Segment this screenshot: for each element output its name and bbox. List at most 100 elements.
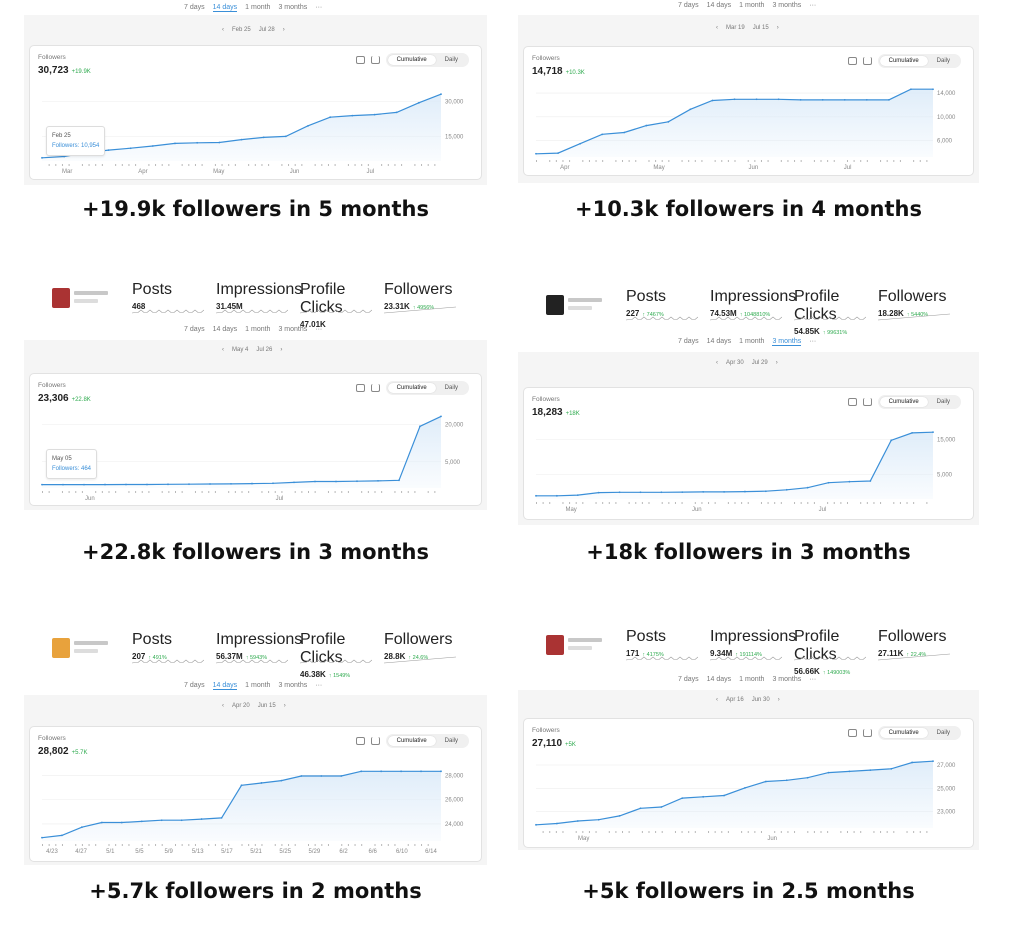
stat-impressions[interactable]: Impressions 56.37M ↑ 5943%: [216, 631, 302, 667]
stat-followers[interactable]: Followers 28.8K ↑ 24.6%: [384, 631, 462, 667]
range-end: Jun 30: [751, 697, 770, 703]
prev-range-button[interactable]: ‹: [716, 360, 718, 366]
daily-toggle[interactable]: Daily: [444, 385, 458, 391]
series-line: [536, 431, 934, 497]
range-tab[interactable]: 3 months: [772, 676, 802, 683]
daily-toggle[interactable]: Daily: [936, 730, 950, 736]
followers-card: Followers 27,110 +5K Cumulative Daily 27,000 2…: [523, 718, 974, 848]
download-icon[interactable]: [862, 398, 872, 406]
range-tab[interactable]: 7 days: [184, 4, 205, 11]
camera-icon[interactable]: [847, 729, 857, 737]
stat-posts[interactable]: Posts 227 ↑ 7467%: [626, 288, 704, 324]
camera-icon[interactable]: [847, 57, 857, 65]
range-tab[interactable]: 1 month: [245, 682, 271, 689]
download-icon[interactable]: [370, 384, 380, 392]
daily-toggle[interactable]: Daily: [936, 399, 950, 405]
range-tab[interactable]: ···: [809, 676, 817, 683]
stat-profile-clicks[interactable]: Profile Clicks 47.01K: [300, 281, 378, 329]
daily-toggle[interactable]: Daily: [936, 58, 950, 64]
stat-impressions[interactable]: Impressions 74.53M ↑ 1048810%: [710, 288, 796, 324]
camera-icon[interactable]: [355, 737, 365, 745]
daily-toggle[interactable]: Daily: [444, 738, 458, 744]
range-tab[interactable]: 1 month: [739, 338, 765, 345]
prev-range-button[interactable]: ‹: [716, 25, 718, 31]
data-point: [380, 770, 383, 773]
stat-followers[interactable]: Followers 18.28K ↑ 5440%: [878, 288, 956, 324]
stat-profile-clicks[interactable]: Profile Clicks 54.85K ↑ 99631%: [794, 288, 872, 336]
range-tab[interactable]: 14 days: [212, 4, 238, 12]
download-icon[interactable]: [370, 56, 380, 64]
range-tab[interactable]: 14 days: [212, 682, 238, 690]
camera-icon[interactable]: [355, 56, 365, 64]
camera-icon[interactable]: [355, 384, 365, 392]
activity-tick: [906, 502, 908, 504]
download-icon[interactable]: [862, 57, 872, 65]
cumulative-toggle[interactable]: Cumulative: [879, 728, 928, 738]
activity-tick: [421, 844, 423, 846]
activity-tick: [281, 164, 283, 166]
range-tab[interactable]: ···: [315, 4, 323, 11]
cumulative-toggle[interactable]: Cumulative: [879, 397, 928, 407]
prev-range-button[interactable]: ‹: [716, 697, 718, 703]
data-point: [218, 141, 221, 144]
download-icon[interactable]: [862, 729, 872, 737]
range-tab[interactable]: 3 months: [278, 326, 308, 333]
range-tab[interactable]: 14 days: [706, 2, 732, 9]
range-tab[interactable]: 1 month: [739, 676, 765, 683]
stat-profile-clicks[interactable]: Profile Clicks 56.66K ↑ 149003%: [794, 628, 872, 676]
range-tab[interactable]: 3 months: [772, 338, 802, 346]
download-icon[interactable]: [370, 737, 380, 745]
cumulative-toggle[interactable]: Cumulative: [387, 383, 436, 393]
stat-followers[interactable]: Followers 23.31K ↑ 4956%: [384, 281, 462, 317]
range-tab[interactable]: 1 month: [245, 326, 271, 333]
cumulative-toggle[interactable]: Cumulative: [387, 736, 436, 746]
stat-followers[interactable]: Followers 27.11K ↑ 22.4%: [878, 628, 956, 664]
stat-posts[interactable]: Posts 207 ↑ 491%: [132, 631, 210, 667]
next-range-button[interactable]: ›: [777, 697, 780, 703]
next-range-button[interactable]: ›: [775, 360, 778, 366]
range-tab[interactable]: 3 months: [278, 4, 308, 11]
next-range-button[interactable]: ›: [776, 25, 779, 31]
range-tab[interactable]: 14 days: [706, 338, 732, 345]
next-range-button[interactable]: ›: [283, 703, 286, 709]
stat-posts[interactable]: Posts 171 ↑ 4175%: [626, 628, 704, 664]
next-range-button[interactable]: ›: [280, 347, 283, 353]
range-tab[interactable]: 14 days: [212, 326, 238, 333]
activity-tick: [214, 844, 216, 846]
stat-posts[interactable]: Posts 468: [132, 281, 210, 317]
activity-tick: [367, 491, 369, 493]
daily-toggle[interactable]: Daily: [444, 57, 458, 63]
range-tab[interactable]: 3 months: [772, 2, 802, 9]
cumulative-toggle[interactable]: Cumulative: [879, 56, 928, 66]
prev-range-button[interactable]: ‹: [222, 703, 224, 709]
stat-impressions[interactable]: Impressions 9.34M ↑ 191114%: [710, 628, 796, 664]
range-tab[interactable]: 7 days: [184, 326, 205, 333]
range-tab[interactable]: 7 days: [678, 2, 699, 9]
data-point: [576, 494, 579, 497]
stat-impressions[interactable]: Impressions 31.45M: [216, 281, 302, 317]
stat-value: 74.53M ↑ 1048810%: [710, 309, 771, 318]
activity-tick: [648, 160, 650, 162]
activity-tick: [254, 844, 256, 846]
stat-profile-clicks[interactable]: Profile Clicks 46.38K ↑ 1549%: [300, 631, 378, 679]
prev-range-button[interactable]: ‹: [222, 347, 224, 353]
range-tab[interactable]: 7 days: [678, 676, 699, 683]
range-tab[interactable]: 1 month: [245, 4, 271, 11]
activity-tick: [615, 502, 617, 504]
next-range-button[interactable]: ›: [282, 27, 285, 33]
range-tab[interactable]: ···: [315, 682, 323, 689]
activity-tick: [787, 831, 789, 833]
range-tab[interactable]: 14 days: [706, 676, 732, 683]
range-tab[interactable]: ···: [315, 326, 323, 333]
range-tab[interactable]: 7 days: [184, 682, 205, 689]
range-tab[interactable]: ···: [809, 338, 817, 345]
range-tab[interactable]: 3 months: [278, 682, 308, 689]
range-tab[interactable]: ···: [809, 2, 817, 9]
range-tab[interactable]: 1 month: [739, 2, 765, 9]
date-range-nav: ‹ Apr 20 Jun 15 ›: [222, 703, 286, 709]
prev-range-button[interactable]: ‹: [222, 27, 224, 33]
range-tab[interactable]: 7 days: [678, 338, 699, 345]
activity-tick: [827, 831, 829, 833]
cumulative-toggle[interactable]: Cumulative: [387, 55, 436, 65]
camera-icon[interactable]: [847, 398, 857, 406]
